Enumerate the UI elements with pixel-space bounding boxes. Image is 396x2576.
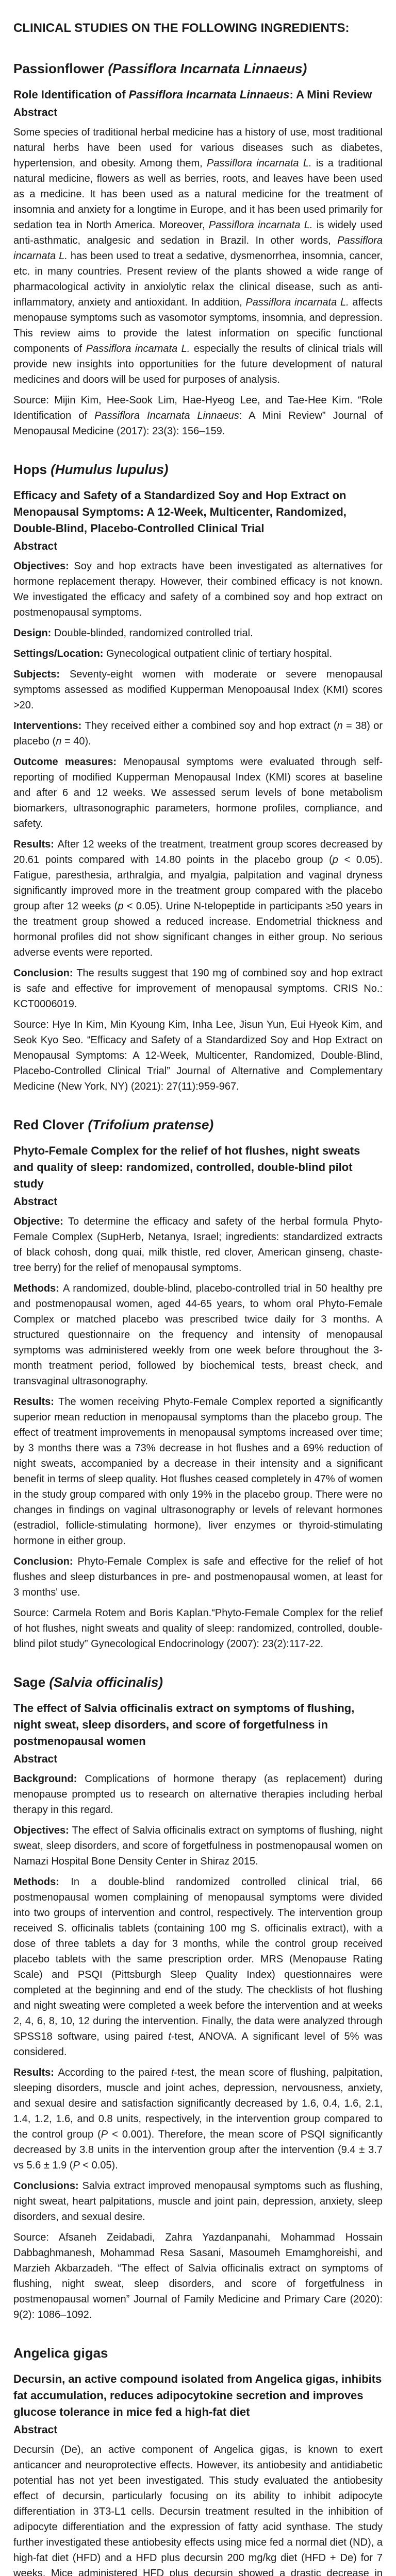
abstract-paragraph: Decursin (De), an active component of An… [13, 2444, 383, 2576]
abstract-paragraph: Objectives: Soy and hop extracts have be… [13, 561, 383, 618]
abstract-paragraph: Outcome measures: Menopausal symptoms we… [13, 756, 383, 829]
source-citation: Source: Carmela Rotem and Boris Kaplan.“… [13, 1607, 383, 1650]
abstract-paragraph: Background: Complications of hormone the… [13, 1773, 383, 1816]
abstract-paragraph: Conclusion: The results suggest that 190… [13, 968, 383, 1010]
abstract-heading: Abstract [13, 2424, 58, 2436]
abstract-paragraph: Some species of traditional herbal medic… [13, 127, 383, 385]
studies-container: Passionflower (Passiflora Incarnata Linn… [13, 60, 383, 2576]
study-section-hops: Hops (Humulus lupulus) Efficacy and Safet… [13, 461, 383, 1094]
study-section-passionflower: Passionflower (Passiflora Incarnata Linn… [13, 60, 383, 439]
ingredient-heading-sage: Sage (Salvia officinalis) [13, 1674, 163, 1690]
study-section-angelica-gigas: Angelica gigas Decursin, an active compou… [13, 2344, 383, 2576]
abstract-paragraph: Methods: In a double-blind randomized co… [13, 1876, 383, 2058]
article-title: Efficacy and Safety of a Standardized So… [13, 489, 346, 535]
abstract-paragraph: Methods: A randomized, double-blind, pla… [13, 1283, 383, 1387]
document-title: CLINICAL STUDIES ON THE FOLLOWING INGRED… [13, 21, 350, 35]
article-title: The effect of Salvia officinalis extract… [13, 1702, 355, 1748]
abstract-paragraph: Results: After 12 weeks of the treatment… [13, 839, 383, 958]
abstract-heading: Abstract [13, 107, 58, 118]
abstract-paragraph: Objective: To determine the efficacy and… [13, 1216, 383, 1274]
abstract-heading: Abstract [13, 1196, 58, 1208]
abstract-heading: Abstract [13, 540, 58, 552]
article-title: Role Identification of Passiflora Incarn… [13, 88, 372, 101]
ingredient-heading-angelica-gigas: Angelica gigas [13, 2345, 108, 2361]
source-citation: Source: Hye In Kim, Min Kyoung Kim, Inha… [13, 1019, 383, 1092]
abstract-paragraph: Results: According to the paired t-test,… [13, 2067, 383, 2171]
ingredient-heading-hops: Hops (Humulus lupulus) [13, 462, 169, 477]
abstract-paragraph: Subjects: Seventy-eight women with moder… [13, 669, 383, 711]
abstract-paragraph: Settings/Location: Gynecological outpati… [13, 648, 333, 659]
study-section-red-clover: Red Clover (Trifolium pratense) Phyto-Fem… [13, 1116, 383, 1652]
abstract-paragraph: Results: The women receiving Phyto-Femal… [13, 1396, 383, 1547]
article-title: Decursin, an active compound isolated fr… [13, 2372, 382, 2418]
article-title: Phyto-Female Complex for the relief of h… [13, 1144, 360, 1190]
abstract-heading: Abstract [13, 1753, 58, 1765]
abstract-paragraph: Conclusion: Phyto-Female Complex is safe… [13, 1556, 383, 1598]
source-citation: Source: Mijin Kim, Hee-Sook Lim, Hae-Hye… [13, 395, 383, 437]
abstract-paragraph: Design: Double-blinded, randomized contr… [13, 628, 253, 639]
abstract-paragraph: Objectives: The effect of Salvia officin… [13, 1825, 383, 1867]
abstract-paragraph: Conclusions: Salvia extract improved men… [13, 2180, 383, 2223]
abstract-paragraph: Interventions: They received either a co… [13, 720, 383, 747]
ingredient-heading-passionflower: Passionflower (Passiflora Incarnata Linn… [13, 61, 307, 76]
source-citation: Source: Afsaneh Zeidabadi, Zahra Yazdanp… [13, 2232, 383, 2320]
ingredient-heading-red-clover: Red Clover (Trifolium pratense) [13, 1117, 214, 1132]
study-section-sage: Sage (Salvia officinalis) The effect of S… [13, 1673, 383, 2323]
